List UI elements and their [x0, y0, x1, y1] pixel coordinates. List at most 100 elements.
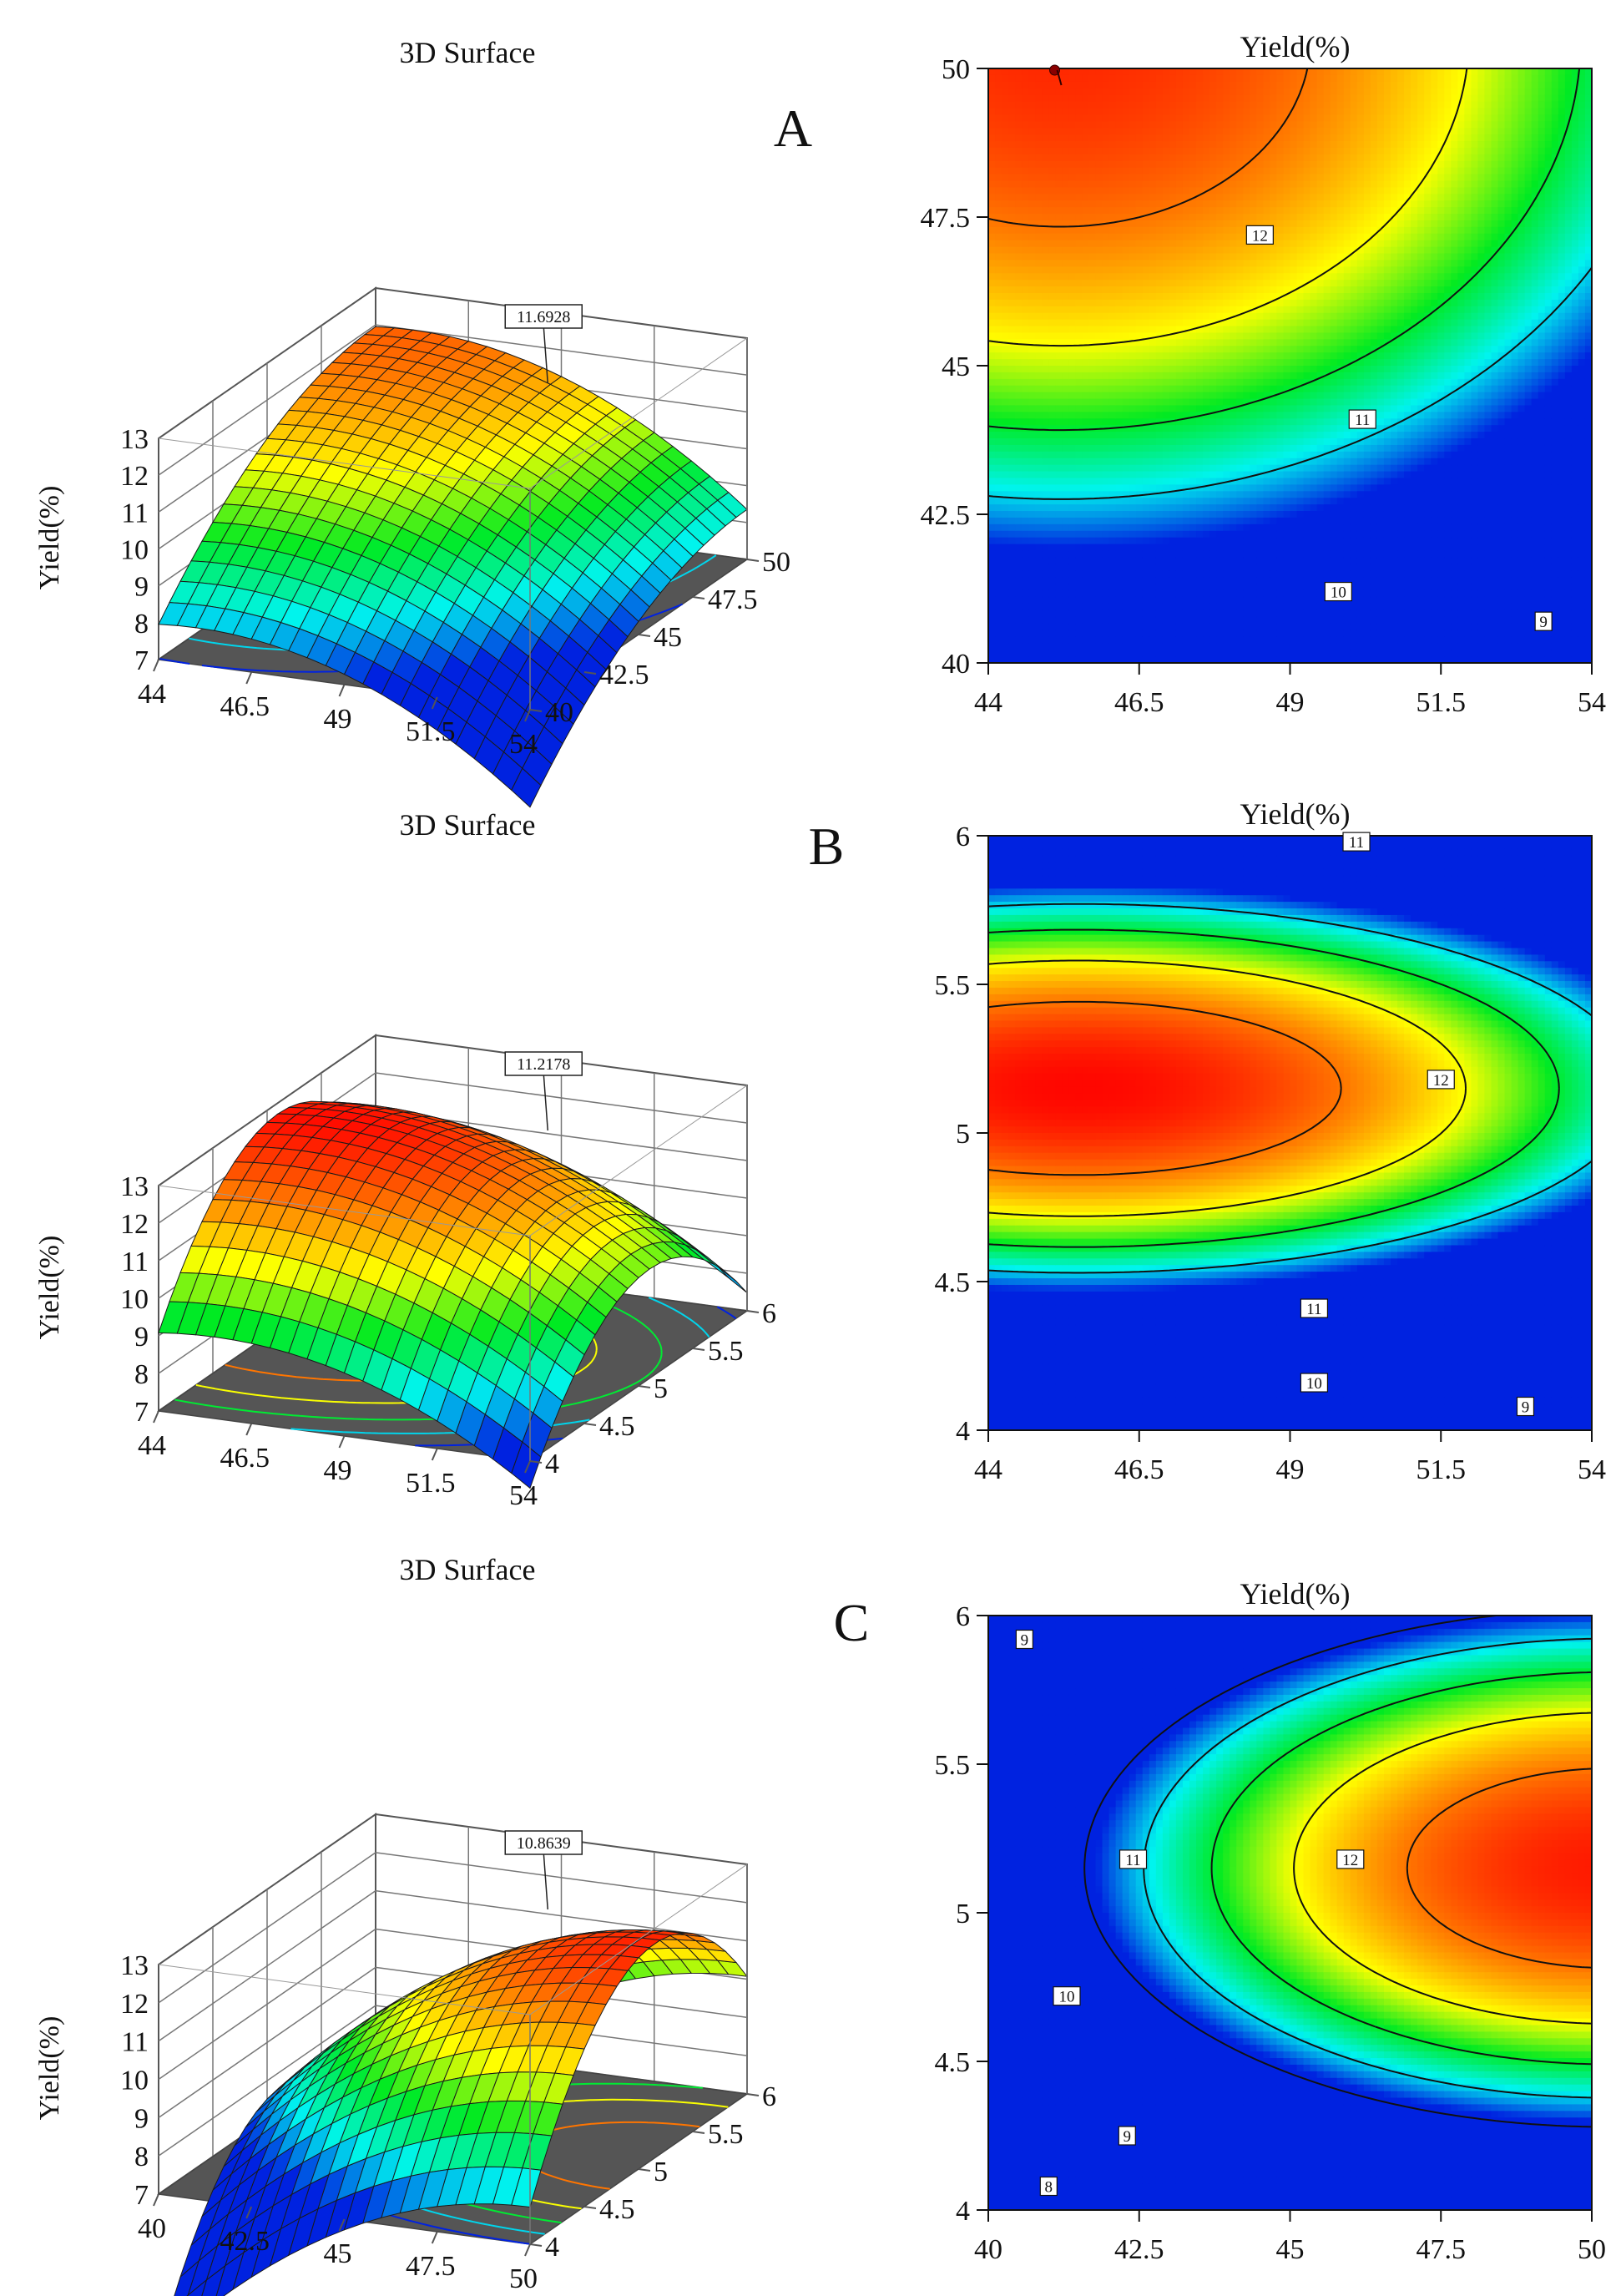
heatmap-cell	[1129, 372, 1137, 380]
heatmap-cell	[1096, 300, 1103, 307]
heatmap-cell	[1109, 564, 1117, 571]
heatmap-cell	[1015, 134, 1023, 142]
heatmap-cell	[1116, 590, 1124, 598]
heatmap-cell	[1109, 577, 1117, 584]
heatmap-cell	[1035, 332, 1043, 340]
heatmap-cell	[1109, 68, 1117, 76]
heatmap-cell	[1075, 300, 1083, 307]
heatmap-cell	[1055, 577, 1063, 584]
heatmap-cell	[1028, 326, 1036, 334]
heatmap-cell	[1082, 161, 1089, 169]
heatmap-cell	[1116, 108, 1124, 115]
heatmap-cell	[1062, 432, 1069, 439]
heatmap-cell	[1062, 511, 1069, 518]
heatmap-cell	[1022, 610, 1029, 618]
heatmap-cell	[1035, 570, 1043, 578]
heatmap-cell	[988, 458, 996, 466]
heatmap-cell	[1129, 168, 1137, 175]
heatmap-cell	[1123, 478, 1130, 485]
heatmap-cell	[1048, 399, 1056, 407]
heatmap-cell	[1129, 405, 1137, 412]
heatmap-cell	[1022, 346, 1029, 353]
heatmap-cell	[1062, 174, 1069, 182]
heatmap-cell	[1002, 234, 1009, 241]
heatmap-cell	[1123, 128, 1130, 135]
heatmap-cell	[1002, 531, 1009, 539]
heatmap-cell	[1075, 207, 1083, 215]
heatmap-cell	[995, 551, 1002, 559]
heatmap-cell	[1075, 544, 1083, 552]
heatmap-cell	[1028, 557, 1036, 564]
heatmap-cell	[1028, 180, 1036, 188]
heatmap-cell	[1028, 293, 1036, 301]
heatmap-cell	[1035, 134, 1043, 142]
heatmap-cell	[1055, 452, 1063, 459]
heatmap-cell	[1015, 108, 1023, 115]
heatmap-cell	[1096, 161, 1103, 169]
heatmap-cell	[1015, 82, 1023, 89]
heatmap-cell	[1028, 484, 1036, 492]
heatmap-cell	[1116, 531, 1124, 539]
heatmap-cell	[1015, 346, 1023, 353]
heatmap-cell	[1089, 194, 1097, 201]
heatmap-cell	[1002, 286, 1009, 294]
heatmap-cell	[1103, 254, 1110, 261]
heatmap-cell	[988, 392, 996, 400]
heatmap-cell	[1002, 418, 1009, 426]
heatmap-cell	[1103, 240, 1110, 248]
heatmap-cell	[1109, 584, 1117, 591]
heatmap-cell	[1103, 458, 1110, 466]
heatmap-cell	[1082, 518, 1089, 525]
heatmap-cell	[1068, 95, 1076, 103]
heatmap-cell	[988, 352, 996, 360]
heatmap-cell	[1022, 438, 1029, 446]
heatmap-cell	[1042, 121, 1049, 129]
heatmap-cell	[1015, 465, 1023, 473]
heatmap-cell	[1062, 524, 1069, 532]
heatmap-cell	[1096, 273, 1103, 281]
heatmap-cell	[1096, 332, 1103, 340]
heatmap-cell	[1129, 320, 1137, 327]
heatmap-cell	[995, 141, 1002, 149]
heatmap-cell	[1068, 458, 1076, 466]
heatmap-cell	[1028, 405, 1036, 412]
heatmap-cell	[1109, 286, 1117, 294]
heatmap-cell	[1002, 551, 1009, 559]
heatmap-cell	[995, 570, 1002, 578]
heatmap-cell	[1109, 452, 1117, 459]
heatmap-cell	[1068, 465, 1076, 473]
heatmap-cell	[1042, 590, 1049, 598]
heatmap-cell	[1055, 472, 1063, 479]
heatmap-cell	[1042, 432, 1049, 439]
heatmap-cell	[1028, 518, 1036, 525]
heatmap-cell	[1129, 102, 1137, 109]
heatmap-cell	[1048, 604, 1056, 611]
heatmap-cell	[1129, 280, 1137, 287]
heatmap-cell	[1042, 491, 1049, 498]
heatmap-cell	[1096, 266, 1103, 274]
heatmap-cell	[1028, 624, 1036, 631]
heatmap-cell	[1008, 630, 1016, 637]
heatmap-cell	[1048, 418, 1056, 426]
heatmap-cell	[1068, 524, 1076, 532]
heatmap-cell	[1062, 273, 1069, 281]
heatmap-cell	[1042, 234, 1049, 241]
heatmap-cell	[1129, 399, 1137, 407]
heatmap-cell	[1062, 392, 1069, 400]
heatmap-cell	[1109, 114, 1117, 122]
heatmap-cell	[995, 617, 1002, 625]
heatmap-cell	[1035, 624, 1043, 631]
heatmap-cell	[1055, 491, 1063, 498]
heatmap-cell	[1123, 332, 1130, 340]
heatmap-cell	[988, 240, 996, 248]
heatmap-cell	[1123, 148, 1130, 155]
heatmap-cell	[995, 75, 1002, 83]
heatmap-cell	[1089, 610, 1097, 618]
heatmap-cell	[1123, 465, 1130, 473]
heatmap-cell	[1028, 630, 1036, 637]
heatmap-cell	[1123, 551, 1130, 559]
heatmap-cell	[1042, 557, 1049, 564]
heatmap-cell	[995, 102, 1002, 109]
heatmap-cell	[1028, 445, 1036, 453]
heatmap-cell	[1008, 570, 1016, 578]
